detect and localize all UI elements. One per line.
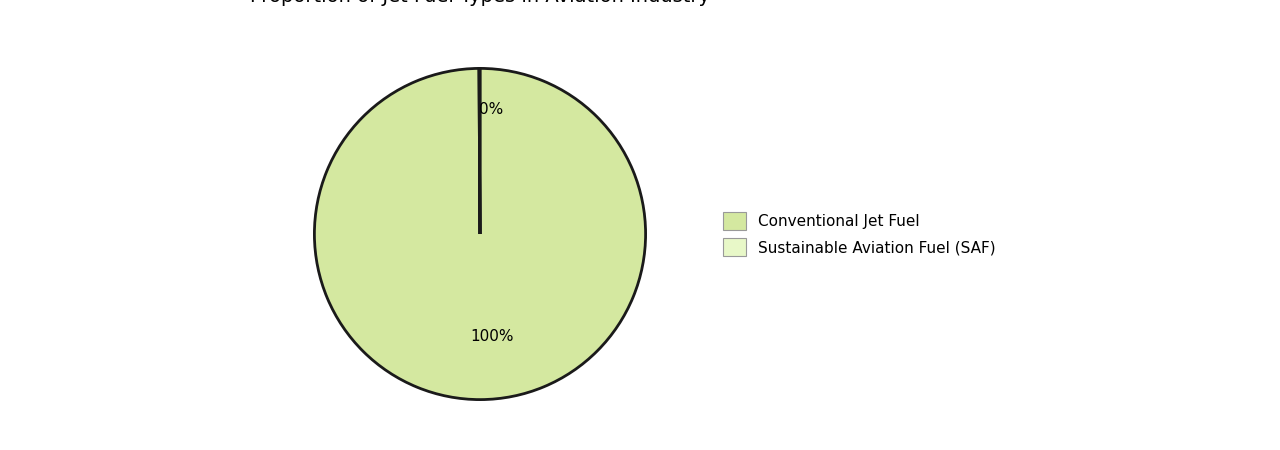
Legend: Conventional Jet Fuel, Sustainable Aviation Fuel (SAF): Conventional Jet Fuel, Sustainable Aviat… [716,204,1004,264]
Wedge shape [315,68,645,400]
Text: 100%: 100% [470,329,513,344]
Text: 0%: 0% [480,102,504,117]
Title: Proportion of Jet Fuel Types in Aviation Industry: Proportion of Jet Fuel Types in Aviation… [250,0,710,6]
